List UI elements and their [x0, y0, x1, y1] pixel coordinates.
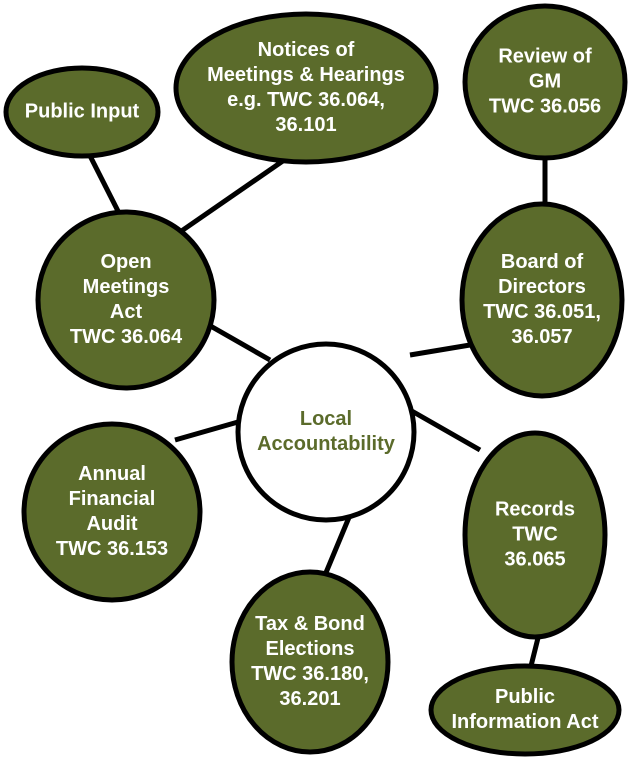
node-label: Board of	[501, 251, 584, 273]
node: Review of GM TWC 36.056	[462, 3, 628, 161]
node-shape	[459, 201, 625, 399]
node-label: Tax & Bond	[255, 613, 365, 635]
node-label: Public	[495, 686, 555, 708]
node-label: 36.101	[275, 114, 336, 136]
node-label: TWC 36.064	[70, 326, 183, 348]
node-shape	[173, 11, 439, 165]
node-shape	[235, 341, 417, 523]
node-label: Open	[100, 251, 151, 273]
node: Tax & Bond Elections TWC 36.180, 36.201	[229, 569, 391, 755]
node: Annual Financial Audit TWC 36.153	[21, 421, 203, 603]
node: Notices of Meetings & Hearings e.g. TWC 36…	[173, 11, 439, 165]
node: Public Input	[3, 65, 161, 159]
node-label: Act	[110, 301, 143, 323]
node-label: e.g. TWC 36.064,	[227, 89, 385, 111]
node-label: Directors	[498, 276, 586, 298]
node-label: GM	[529, 70, 561, 92]
node-label: TWC 36.153	[56, 538, 168, 560]
node-label: Notices of	[258, 39, 355, 61]
node-label: TWC	[512, 523, 558, 545]
edge	[174, 417, 246, 443]
node-label: Review of	[498, 45, 592, 67]
node-shape	[35, 209, 217, 391]
node-label: TWC 36.180,	[251, 663, 369, 685]
node-label: 36.057	[511, 326, 572, 348]
node-shape	[21, 421, 203, 603]
edge	[408, 407, 482, 453]
node: Board of Directors TWC 36.051, 36.057	[459, 201, 625, 399]
node-label: Accountability	[257, 433, 396, 455]
node: Open Meetings Act TWC 36.064	[35, 209, 217, 391]
node-label: Information Act	[451, 711, 598, 733]
node-shape	[462, 3, 628, 161]
node-shape	[3, 65, 161, 159]
node-label: Meetings	[83, 276, 170, 298]
nodes: Local Accountability Public Input Notices o…	[3, 3, 628, 757]
node-label: 36.201	[279, 688, 340, 710]
node-label: Audit	[86, 513, 137, 535]
edge	[322, 514, 353, 576]
node-label: Meetings & Hearings	[207, 64, 405, 86]
node-shape	[428, 663, 622, 757]
node-label: TWC 36.051,	[483, 301, 601, 323]
node: Public Information Act	[428, 663, 622, 757]
node-label: Annual	[78, 463, 146, 485]
node-label: TWC 36.056	[489, 95, 601, 117]
node-label: Elections	[266, 638, 355, 660]
node: Records TWC 36.065	[462, 430, 608, 640]
node-shape	[229, 569, 391, 755]
node-label: 36.065	[504, 548, 565, 570]
edge	[409, 342, 471, 358]
node-label: Financial	[69, 488, 156, 510]
node-label: Local	[300, 408, 352, 430]
node: Local Accountability	[235, 341, 417, 523]
node-label: Records	[495, 498, 575, 520]
node-label: Public Input	[25, 100, 140, 122]
node-shape	[462, 430, 608, 640]
